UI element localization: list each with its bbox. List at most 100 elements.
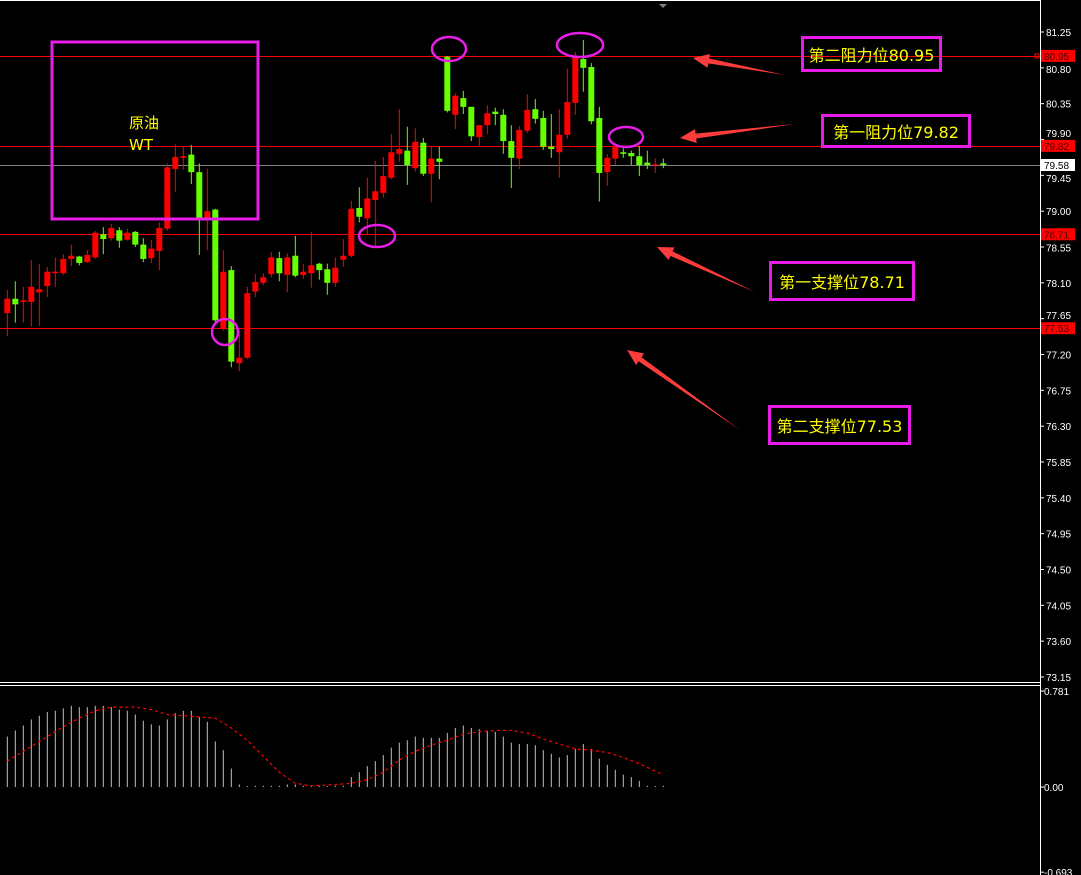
candle (404, 126, 411, 185)
resistance-2-label: 第二阻力位80.95 (801, 36, 942, 72)
candle (180, 146, 187, 170)
candle-body (84, 254, 91, 263)
candle-body (460, 98, 467, 107)
highlight-ellipse (555, 31, 605, 59)
candle-body (92, 232, 99, 258)
candle (76, 255, 83, 266)
price-tick-label: 81.25 (1046, 28, 1071, 39)
candle (20, 286, 27, 323)
candle (172, 144, 179, 193)
candle (660, 158, 667, 169)
price-tag-label: 80.95 (1044, 52, 1069, 63)
candle (204, 168, 211, 251)
candle-body (628, 153, 635, 157)
candle (156, 222, 163, 271)
candle-body (36, 289, 43, 293)
instrument-note-line2: WT (129, 136, 153, 154)
candle-body (100, 234, 107, 240)
candle-body (4, 298, 11, 314)
highlight-ellipse (210, 317, 240, 347)
candle-body (252, 282, 259, 292)
candle (316, 262, 323, 280)
candle (244, 286, 251, 360)
candle-body (596, 118, 603, 173)
candle-body (620, 152, 627, 154)
price-tick-label: 79.45 (1046, 174, 1071, 185)
price-tick-label: 78.10 (1046, 279, 1071, 290)
candle-body (140, 244, 147, 259)
arrow-icon (627, 350, 740, 430)
candle (500, 109, 507, 154)
price-tick-label: 73.60 (1046, 637, 1071, 648)
price-tick-label: 76.30 (1046, 422, 1071, 433)
candle-body (300, 271, 307, 275)
candle-body (412, 141, 419, 169)
candle-body (28, 286, 35, 302)
support-1-text: 第一支撑位78.71 (779, 273, 905, 292)
candle (444, 55, 451, 113)
highlight-ellipse (607, 125, 645, 149)
candle-body (388, 152, 395, 178)
osc-tick-label: 0.00 (1044, 783, 1064, 794)
candle (148, 239, 155, 263)
candle (92, 231, 99, 259)
candle-body (364, 198, 371, 219)
candle (572, 51, 579, 115)
candle (516, 125, 523, 169)
candle-body (356, 207, 363, 217)
candle (252, 274, 259, 298)
candle (556, 109, 563, 178)
candle-body (124, 232, 131, 240)
candle (636, 145, 643, 177)
price-tick-label: 74.95 (1046, 530, 1071, 541)
candle-body (12, 298, 19, 305)
resistance-2-text: 第二阻力位80.95 (808, 46, 935, 65)
price-tick-label: 77.65 (1046, 311, 1071, 322)
support-2-label: 第二支撑位77.53 (768, 405, 911, 445)
candle (524, 94, 531, 134)
price-tag-label: 77.53 (1044, 324, 1069, 335)
candle (268, 251, 275, 278)
candle-body (44, 271, 51, 287)
candle-body (380, 176, 387, 193)
candle (476, 125, 483, 146)
candle (124, 228, 131, 241)
candle-body (284, 257, 291, 275)
candle (116, 227, 123, 248)
shift-marker-icon (659, 4, 667, 8)
candle (4, 290, 11, 337)
candle (68, 244, 75, 267)
price-tick-label: 80.35 (1046, 100, 1071, 111)
candle-body (292, 255, 299, 276)
price-tick-label: 79.90 (1046, 129, 1071, 140)
candle-body (308, 265, 315, 274)
candle (452, 93, 459, 130)
price-tag-label: 79.58 (1044, 161, 1069, 172)
candle-body (172, 157, 179, 169)
candle-body (228, 270, 235, 362)
price-tick-label: 77.20 (1046, 351, 1071, 362)
candle (260, 273, 267, 286)
arrow-icon (693, 54, 785, 75)
candle-body (636, 156, 643, 165)
candle-body (52, 271, 59, 274)
candle-body (212, 209, 219, 321)
resistance-1-text: 第一阻力位79.82 (833, 123, 959, 142)
price-tag (1041, 139, 1075, 152)
candle (60, 254, 67, 275)
candle (188, 145, 195, 185)
candle-body (60, 258, 67, 274)
candle (164, 163, 171, 232)
support-2-text: 第二支撑位77.53 (776, 417, 903, 436)
candle-body (340, 255, 347, 260)
candle-body (532, 109, 539, 119)
price-tag-label: 78.71 (1044, 230, 1069, 241)
candle (196, 163, 203, 255)
signal-line (6, 706, 664, 787)
candle-body (156, 227, 163, 251)
price-tick-label: 80.80 (1046, 65, 1071, 76)
candle (340, 239, 347, 267)
candle (604, 153, 611, 186)
candle-body (548, 146, 555, 150)
